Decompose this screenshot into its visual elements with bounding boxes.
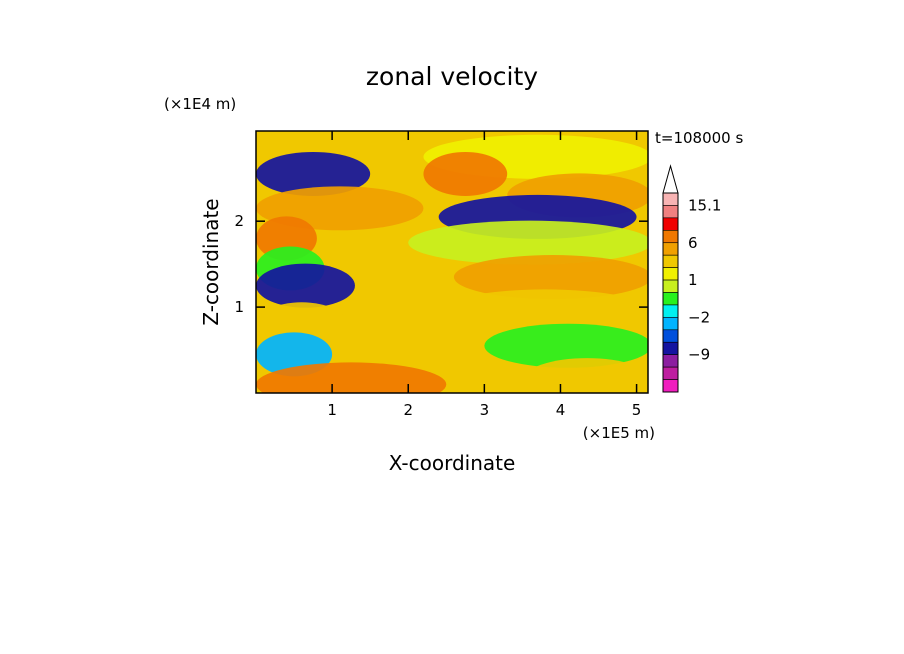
- colorbar-segment: [662, 192, 679, 206]
- chart-title: zonal velocity: [366, 62, 538, 91]
- colorbar-segment: [662, 217, 679, 231]
- y-axis: 12: [234, 212, 648, 316]
- field-band: [256, 263, 355, 308]
- colorbar-label: 6: [688, 234, 698, 252]
- y-tick-label: 2: [234, 212, 244, 230]
- colorbar-segment: [662, 329, 679, 343]
- colorbar-frame: [662, 192, 679, 393]
- y-axis-label: Z-coordinate: [199, 198, 223, 325]
- colorbar-label: 15.1: [688, 196, 721, 214]
- colorbar-segment: [662, 379, 679, 393]
- plot-frame: [255, 130, 649, 394]
- x-tick-label: 5: [632, 401, 642, 419]
- x-tick-label: 2: [403, 401, 413, 419]
- colorbar-segment: [662, 267, 679, 281]
- colorbar-extend-arrow: [662, 164, 679, 194]
- time-label: t=108000 s: [655, 129, 743, 147]
- colorbar-segment: [662, 279, 679, 293]
- colorbar-segment: [662, 230, 679, 244]
- colorbar-segment: [662, 341, 679, 355]
- colorbar-segment: [662, 317, 679, 331]
- colorbar-segment: [662, 254, 679, 268]
- x-tick-label: 3: [480, 401, 490, 419]
- field-band: [408, 220, 648, 265]
- colorbar: 15.1 6 1 −2 −9: [662, 164, 721, 393]
- colorbar-segment: [662, 366, 679, 380]
- colorbar-label: −9: [688, 346, 710, 364]
- field-band: [453, 255, 648, 300]
- x-axis: 1 2 3 4 5: [327, 131, 641, 419]
- field-band: [484, 323, 648, 368]
- colorbar-label: 1: [688, 271, 698, 289]
- field-band: [438, 289, 648, 334]
- field-band: [522, 358, 648, 393]
- colorbar-segment: [662, 292, 679, 306]
- colorbar-segment: [662, 304, 679, 318]
- x-tick-label: 4: [556, 401, 566, 419]
- field-band: [423, 151, 508, 196]
- field-band: [256, 151, 371, 196]
- field-band: [256, 362, 447, 393]
- velocity-field: [256, 131, 648, 393]
- y-tick-label: 1: [234, 298, 244, 316]
- x-tick-label: 1: [327, 401, 337, 419]
- colorbar-label: −2: [688, 308, 710, 326]
- x-axis-label: X-coordinate: [389, 451, 516, 475]
- colorbar-segment: [662, 354, 679, 368]
- y-unit-label: (×1E4 m): [164, 95, 236, 113]
- colorbar-segment: [662, 242, 679, 256]
- colorbar-segment: [662, 205, 679, 219]
- x-unit-label: (×1E5 m): [583, 424, 655, 442]
